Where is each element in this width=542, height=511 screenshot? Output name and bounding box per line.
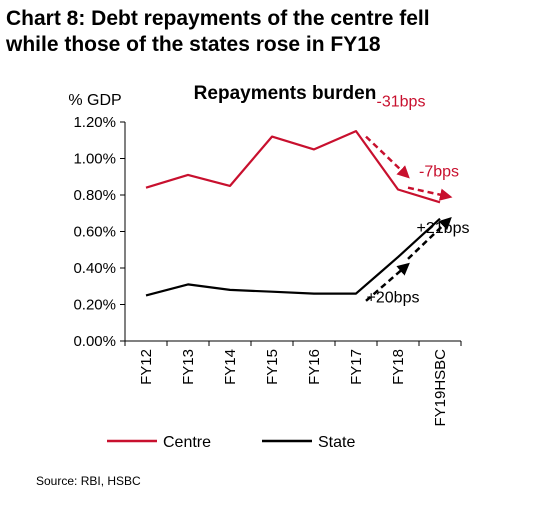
series-line-centre <box>145 130 441 204</box>
x-tick-label: FY18 <box>390 349 407 385</box>
x-tick-label: FY13 <box>180 349 197 385</box>
y-tick-label: 1.00% <box>73 151 116 168</box>
chart-series <box>145 130 441 297</box>
heading-line-2: while those of the states rose in FY18 <box>6 33 381 56</box>
annotation-label: +21bps <box>417 220 470 237</box>
chart-title: Repayments burden <box>194 83 377 104</box>
y-tick-label: 1.20% <box>73 114 116 131</box>
x-tick-label: FY15 <box>264 349 281 385</box>
chart-axes: 0.00% 0.20% 0.40% 0.60% 0.80% 1.00% 1.20% FY12 F… <box>73 114 462 427</box>
y-tick-label: 0.40% <box>73 260 116 277</box>
legend-label-state: State <box>318 434 355 451</box>
x-tick-label: FY17 <box>348 349 365 385</box>
chart-annotations: -31bps -7bps +20bps +21bps <box>365 94 470 307</box>
annotation-label: -31bps <box>377 94 426 111</box>
annotation-label: +20bps <box>367 290 420 307</box>
x-tick-label: FY16 <box>306 349 323 385</box>
legend-label-centre: Centre <box>163 434 211 451</box>
x-tick-label: FY14 <box>222 349 239 385</box>
annotation-arrow <box>407 186 453 201</box>
line-chart: Repayments burden % GDP 0.00%0.20%0.40%0… <box>68 83 470 451</box>
y-tick-label: 0.00% <box>73 333 116 350</box>
x-tick-label: FY12 <box>138 349 155 385</box>
annotation-label: -7bps <box>419 163 459 180</box>
y-tick-label: 0.60% <box>73 224 116 241</box>
y-tick-label: 0.80% <box>73 187 116 204</box>
heading-line-1: Chart 8: Debt repayments of the centre f… <box>6 7 430 30</box>
y-axis-label: % GDP <box>68 92 121 109</box>
chart-heading: Chart 8: Debt repayments of the centre f… <box>6 6 538 58</box>
chart-legend: Centre State <box>107 434 355 451</box>
annotation-arrow <box>365 135 410 179</box>
source-note: Source: RBI, HSBC <box>36 474 141 488</box>
y-tick-label: 0.20% <box>73 297 116 314</box>
x-tick-label: FY19HSBC <box>432 349 449 427</box>
series-line-state <box>145 217 441 297</box>
